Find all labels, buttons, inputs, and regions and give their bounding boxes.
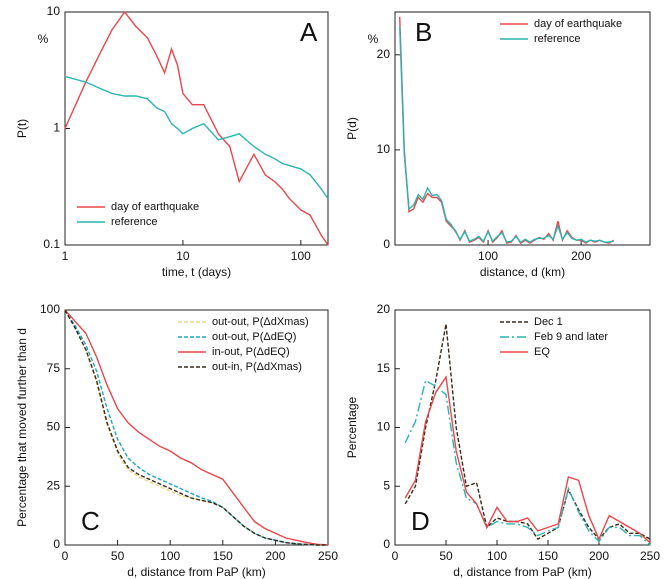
unit-label: %	[368, 32, 379, 46]
x-tick-label: 100	[487, 549, 507, 563]
y-tick-label: 0.1	[43, 237, 60, 251]
legend-label: Dec 1	[534, 316, 563, 328]
x-axis-label: time, t (days)	[162, 265, 231, 279]
plot-frame	[394, 11, 651, 246]
data-line	[64, 309, 329, 546]
x-tick-label: 250	[318, 549, 338, 563]
panel-label: D	[411, 506, 430, 536]
legend-label: out-in, P(ΔdXmas)	[212, 361, 302, 373]
y-axis-label: P(d)	[345, 117, 359, 140]
y-tick-label: 100	[40, 302, 60, 316]
x-axis-label: distance, d (km)	[480, 265, 565, 279]
y-tick-label: 25	[47, 478, 61, 492]
data-line	[64, 309, 328, 546]
plot-frame	[394, 309, 651, 546]
y-tick-label: 50	[47, 420, 61, 434]
x-tick-label: 100	[478, 249, 498, 263]
y-tick-label: 15	[377, 361, 391, 375]
y-axis-label: Percentage	[345, 396, 359, 458]
data-line	[404, 379, 651, 546]
y-tick-label: 5	[383, 478, 390, 492]
y-tick-label: 10	[47, 4, 61, 18]
x-tick-label: 50	[439, 549, 453, 563]
x-tick-label: 200	[589, 549, 609, 563]
y-tick-label: 20	[377, 47, 391, 61]
y-tick-label: 0	[383, 537, 390, 551]
data-line	[399, 26, 614, 244]
y-tick-label: 10	[377, 142, 391, 156]
x-tick-label: 1	[62, 249, 69, 263]
legend-label: reference	[111, 216, 157, 228]
panel-label: B	[415, 17, 432, 47]
y-axis-label: P(t)	[15, 119, 29, 138]
legend-label: EQ	[534, 346, 550, 358]
x-tick-label: 50	[111, 549, 125, 563]
data-line	[64, 10, 329, 246]
data-line	[64, 309, 328, 546]
y-tick-label: 20	[377, 302, 391, 316]
legend-label: reference	[534, 33, 580, 45]
data-line	[399, 16, 615, 245]
x-tick-label: 150	[213, 549, 233, 563]
x-tick-label: 10	[176, 249, 190, 263]
x-tick-label: 100	[160, 549, 180, 563]
x-tick-label: 200	[265, 549, 285, 563]
x-tick-label: 0	[62, 549, 69, 563]
panel-label: C	[81, 506, 100, 536]
legend-label: Feb 9 and later	[534, 331, 608, 343]
legend-label: out-out, P(ΔdXmas)	[212, 316, 309, 328]
x-axis-label: d, distance from PaP (km)	[453, 565, 592, 579]
data-line	[404, 323, 651, 541]
legend-label: day of earthquake	[534, 18, 622, 30]
y-tick-label: 1	[53, 121, 60, 135]
y-axis-label: Percentage that moved further than d	[15, 328, 29, 527]
x-tick-label: 200	[571, 249, 591, 263]
panel-label: A	[300, 17, 318, 47]
legend-label: in-out, P(ΔdEQ)	[212, 346, 290, 358]
y-tick-label: 0	[383, 237, 390, 251]
legend-label: out-out, P(ΔdEQ)	[212, 331, 296, 343]
data-line	[404, 375, 651, 544]
data-line	[64, 75, 329, 199]
x-tick-label: 0	[392, 549, 399, 563]
y-tick-label: 75	[47, 361, 61, 375]
x-tick-label: 100	[291, 249, 311, 263]
x-tick-label: 250	[640, 549, 660, 563]
legend-label: day of earthquake	[111, 201, 199, 213]
unit-label: %	[38, 32, 49, 46]
x-axis-label: d, distance from PaP (km)	[127, 565, 266, 579]
y-tick-label: 10	[377, 420, 391, 434]
x-tick-label: 150	[538, 549, 558, 563]
y-tick-label: 0	[53, 537, 60, 551]
